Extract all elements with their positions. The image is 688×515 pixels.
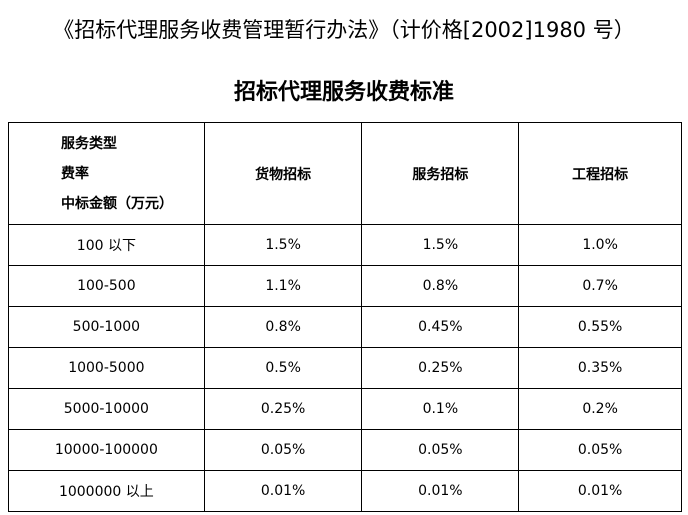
corner-label: 费率 [61,165,89,182]
fee-rate: 0.8% [203,306,363,348]
amount-range: 100 以下 [8,224,205,266]
corner-cell: 服务类型 费率 中标金额（万元） [8,122,205,225]
fee-rate: 0.01% [518,470,682,512]
fee-rate: 0.7% [518,265,682,307]
fee-rate: 1.0% [518,224,682,266]
fee-table: 服务类型 费率 中标金额（万元） 货物招标 服务招标 工程招标 100 以下 1.5%… [8,122,682,512]
fee-rate: 0.25% [361,347,520,389]
fee-rate: 0.55% [518,306,682,348]
fee-rate: 0.45% [361,306,520,348]
amount-range: 100-500 [8,265,205,307]
table-row: 1000000 以上 0.01% 0.01% 0.01% [8,470,682,512]
amount-range: 1000-5000 [8,347,205,389]
fee-rate: 0.05% [361,429,520,471]
table-row: 100-500 1.1% 0.8% 0.7% [8,265,682,307]
amount-range: 5000-10000 [8,388,205,430]
table-row: 1000-5000 0.5% 0.25% 0.35% [8,347,682,389]
amount-range: 10000-100000 [8,429,205,471]
fee-rate: 0.1% [361,388,520,430]
corner-label: 中标金额（万元） [61,195,173,212]
column-header: 服务招标 [361,122,520,225]
fee-rate: 1.1% [203,265,363,307]
document-title: 《招标代理服务收费管理暂行办法》（计价格[2002]1980 号） [53,18,635,42]
table-title: 招标代理服务收费标准 [233,80,454,105]
fee-rate: 1.5% [361,224,520,266]
table-body: 服务类型 费率 中标金额（万元） 货物招标 服务招标 工程招标 100 以下 1.5%… [8,122,682,512]
table-row: 500-1000 0.8% 0.45% 0.55% [8,306,682,348]
fee-rate: 0.8% [361,265,520,307]
table-row: 5000-10000 0.25% 0.1% 0.2% [8,388,682,430]
fee-rate: 0.2% [518,388,682,430]
amount-range: 500-1000 [8,306,205,348]
fee-rate: 1.5% [203,224,363,266]
fee-rate: 0.01% [203,470,363,512]
fee-rate: 0.01% [361,470,520,512]
fee-rate: 0.25% [203,388,363,430]
header-row: 服务类型 费率 中标金额（万元） 货物招标 服务招标 工程招标 [8,122,682,225]
table-row: 100 以下 1.5% 1.5% 1.0% [8,224,682,266]
fee-rate: 0.05% [203,429,363,471]
table-row: 10000-100000 0.05% 0.05% 0.05% [8,429,682,471]
fee-rate: 0.05% [518,429,682,471]
corner-label: 服务类型 [61,135,117,152]
column-header: 货物招标 [203,122,363,225]
column-header: 工程招标 [518,122,682,225]
fee-rate: 0.35% [518,347,682,389]
amount-range: 1000000 以上 [8,470,205,512]
fee-rate: 0.5% [203,347,363,389]
